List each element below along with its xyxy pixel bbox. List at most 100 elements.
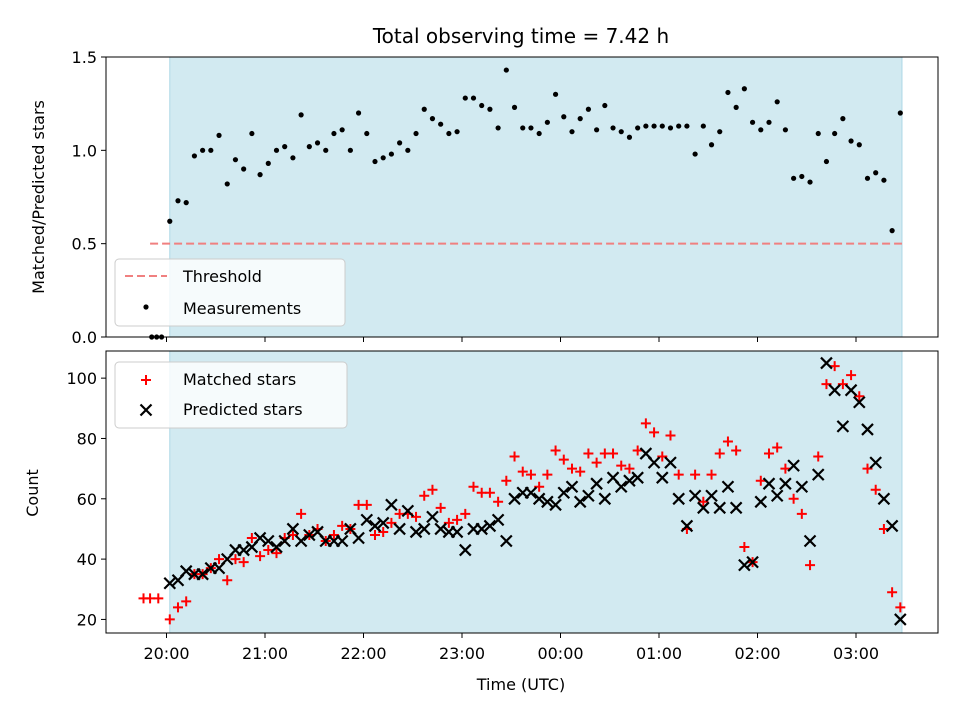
predicted-star-point — [491, 513, 505, 527]
predicted-star-point — [894, 613, 907, 626]
predicted-star-point — [598, 492, 612, 506]
matched-star-point — [246, 532, 257, 543]
matched-star-point — [361, 499, 372, 510]
matched-star-point — [419, 490, 430, 501]
measurement-point — [766, 119, 772, 125]
predicted-star-point — [179, 564, 193, 578]
matched-star-point — [263, 545, 274, 556]
measurement-point — [372, 158, 378, 165]
matched-star-point — [813, 451, 824, 462]
legend-threshold-label: Threshold — [182, 267, 262, 286]
measurement-point — [823, 158, 830, 165]
measurement-point — [503, 67, 509, 73]
matched-star-point — [550, 445, 561, 456]
predicted-star-point — [861, 423, 874, 436]
predicted-star-point — [729, 501, 743, 515]
predicted-star-point — [385, 498, 398, 512]
measurement-point — [651, 123, 657, 129]
measurement-point — [454, 129, 460, 135]
predicted-star-point — [885, 519, 899, 533]
predicted-star-point — [664, 456, 677, 469]
predicted-star-point — [294, 534, 308, 548]
matched-star-point — [296, 508, 307, 519]
measurement-point — [667, 125, 674, 131]
measurement-point — [717, 129, 723, 135]
measurement-point — [265, 160, 271, 166]
matched-star-point — [230, 554, 241, 565]
measurement-point — [511, 104, 518, 110]
top-legend-box — [114, 258, 346, 327]
matched-star-point — [673, 469, 684, 480]
measurement-point — [462, 95, 468, 101]
predicted-star-point — [844, 383, 858, 397]
measurement-point — [635, 125, 641, 131]
measurement-point — [216, 132, 222, 138]
bottom-y-tick-label: 40 — [77, 550, 97, 569]
measurement-point — [725, 89, 731, 96]
matched-star-point — [222, 575, 233, 586]
matched-star-point — [887, 587, 898, 598]
predicted-star-point — [721, 480, 735, 493]
matched-star-point — [435, 502, 446, 513]
measurement-point — [881, 177, 887, 183]
top-legend: Threshold Measurements — [114, 258, 346, 327]
predicted-star-point — [270, 540, 283, 554]
x-tick-label: 22:00 — [340, 644, 386, 663]
predicted-star-point — [163, 576, 177, 590]
measurement-point — [224, 181, 230, 187]
measurement-point — [200, 147, 206, 153]
matched-star-point — [616, 460, 627, 471]
predicted-star-point — [795, 480, 809, 493]
measurement-point — [684, 123, 690, 129]
measurement-point — [306, 144, 312, 150]
matched-star-point — [517, 466, 528, 477]
matched-star-point — [591, 457, 602, 468]
matched-star-point — [484, 487, 495, 498]
measurement-point — [585, 106, 592, 112]
predicted-star-point — [631, 471, 644, 484]
measurement-point — [626, 134, 633, 140]
matched-star-point — [181, 596, 192, 607]
measurement-point — [594, 127, 600, 133]
matched-star-point — [665, 430, 676, 441]
measurement-point — [602, 102, 608, 109]
predicted-star-point — [705, 489, 718, 503]
matched-star-point — [755, 475, 766, 486]
x-tick-label: 21:00 — [242, 644, 288, 663]
predicted-star-point — [483, 519, 497, 533]
matched-star-point — [141, 375, 151, 385]
predicted-star-point — [565, 480, 579, 493]
measurement-point — [864, 175, 871, 181]
matched-star-point — [583, 448, 594, 459]
predicted-star-point — [524, 486, 538, 500]
predicted-star-point — [828, 383, 841, 397]
matched-star-point — [714, 448, 725, 459]
measurement-point — [421, 106, 427, 112]
measurement-point — [741, 86, 747, 92]
measurement-point — [191, 153, 198, 159]
legend-predicted-label: Predicted stars — [183, 400, 303, 419]
measurement-point — [470, 95, 477, 101]
measurement-point — [774, 99, 780, 105]
predicted-star-point — [253, 531, 267, 545]
top-y-axis-label: Matched/Predicted stars — [29, 100, 48, 294]
legend-measurements-swatch — [143, 304, 149, 310]
measurement-point — [380, 155, 386, 161]
predicted-star-point — [549, 498, 562, 512]
matched-star-point — [690, 469, 701, 480]
matched-star-point — [369, 529, 380, 540]
matched-star-point — [214, 554, 225, 565]
predicted-star-point — [770, 489, 784, 503]
measurement-point — [364, 130, 370, 137]
matched-star-point — [427, 484, 438, 495]
predicted-star-point — [762, 477, 776, 490]
matched-star-point — [788, 493, 799, 504]
matched-star-point — [722, 436, 733, 447]
predicted-star-point — [368, 519, 382, 533]
measurement-point — [807, 179, 813, 185]
matched-star-point — [739, 542, 750, 553]
matched-star-point — [542, 469, 553, 480]
predicted-star-point — [688, 489, 702, 503]
matched-star-point — [608, 448, 619, 459]
